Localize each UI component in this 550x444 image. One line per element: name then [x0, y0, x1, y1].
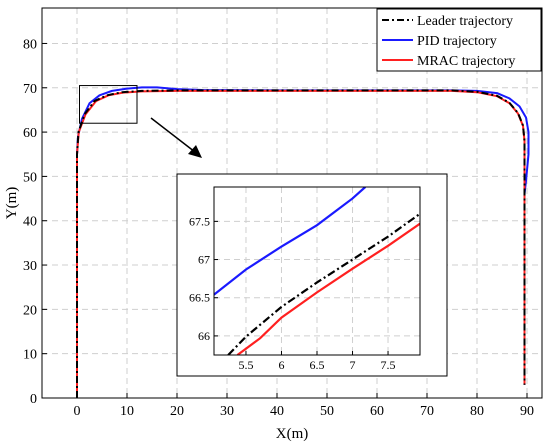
main-x-tick-label: 50 — [320, 404, 334, 419]
inset-series-group — [214, 187, 420, 355]
legend-label-leader: Leader trajectory — [417, 14, 513, 29]
main-x-tick-label: 90 — [520, 404, 534, 419]
main-axes-frame — [41, 7, 543, 399]
inset-x-tick-label: 6 — [278, 358, 284, 372]
main-x-tick-label: 0 — [74, 404, 81, 419]
main-y-tick-label: 40 — [23, 215, 37, 230]
inset-series-line-pid-trajectory — [214, 187, 367, 296]
inset-x-tick-label: 7.5 — [381, 358, 396, 372]
inset-y-tick-label: 67.5 — [189, 214, 210, 228]
inset-x-tick-label: 6.5 — [310, 358, 325, 372]
main-y-tick-label: 50 — [23, 170, 37, 185]
main-y-tick-label: 0 — [30, 392, 37, 407]
main-tick-labels: 0 10 20 30 40 50 60 70 80 90 0 10 20 30 40 50 60 70 80 — [23, 37, 534, 419]
legend-label-pid: PID trajectory — [417, 34, 497, 49]
inset-series-line-leader-trajectory — [227, 212, 420, 355]
main-x-tick-label: 30 — [220, 404, 234, 419]
legend: Leader trajectory PID trajectory MRAC tr… — [376, 8, 542, 72]
main-x-tick-label: 20 — [170, 404, 184, 419]
main-y-tick-label: 30 — [23, 259, 37, 274]
y-axis-label: Y(m) — [4, 187, 20, 220]
main-x-tick-label: 60 — [370, 404, 384, 419]
main-series-group — [76, 86, 530, 398]
main-x-tick-label: 40 — [270, 404, 284, 419]
inset-series-line-mrac-trajectory — [236, 222, 420, 355]
main-y-tick-label: 70 — [23, 82, 37, 97]
main-x-tick-label: 70 — [420, 404, 434, 419]
inset-x-tick-label: 7 — [350, 358, 356, 372]
inset-grid — [214, 187, 420, 355]
main-y-tick-label: 20 — [23, 303, 37, 318]
inset-y-tick-label: 66 — [198, 329, 210, 343]
inset-x-tick-label: 5.5 — [238, 358, 253, 372]
main-x-tick-label: 80 — [470, 404, 484, 419]
series-line-leader-trajectory — [76, 89, 526, 398]
main-x-tick-label: 10 — [120, 404, 134, 419]
inset-background — [176, 173, 448, 377]
main-y-tick-label: 10 — [23, 348, 37, 363]
legend-label-mrac: MRAC trajectory — [417, 54, 515, 69]
inset-y-tick-label: 66.5 — [189, 291, 210, 305]
main-y-tick-label: 80 — [23, 37, 37, 52]
x-axis-label: X(m) — [276, 426, 309, 442]
zoom-arrow — [150, 117, 202, 158]
main-y-tick-label: 60 — [23, 126, 37, 141]
inset-y-tick-label: 67 — [198, 253, 210, 267]
zoom-region-box — [79, 85, 138, 124]
